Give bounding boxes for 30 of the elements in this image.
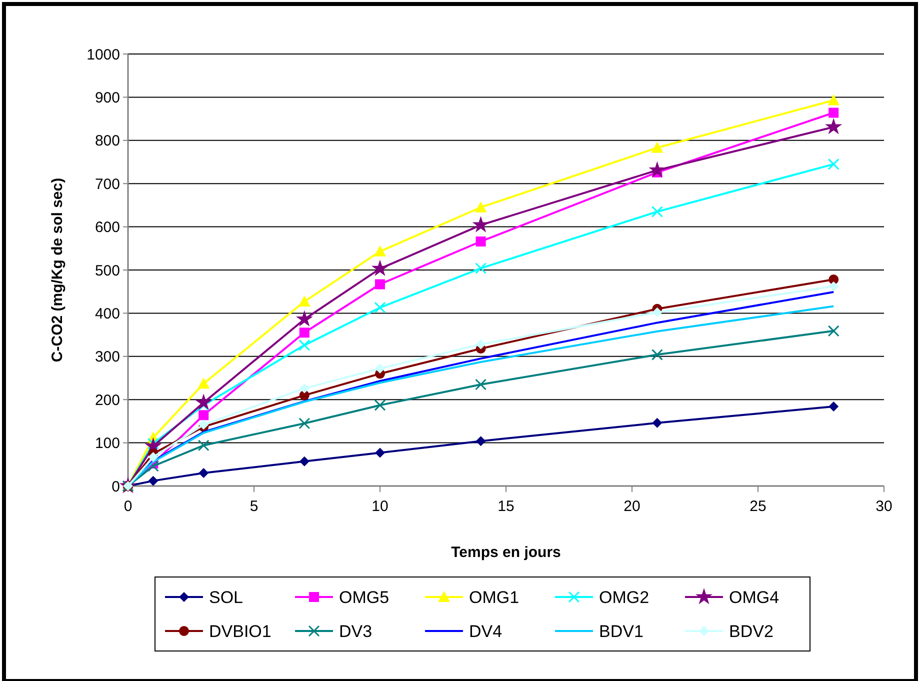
y-axis-title: C-CO2 (mg/Kg de sol sec) [49, 178, 66, 362]
y-tick-label: 200 [94, 392, 120, 409]
y-tick-label: 0 [112, 478, 120, 496]
y-tick-label: 600 [94, 219, 120, 236]
y-tick-label: 100 [94, 435, 120, 452]
y-tick-label: 500 [94, 262, 120, 280]
legend-label: DVBIO1 [209, 622, 272, 641]
x-tick-label: 20 [624, 498, 640, 515]
x-tick-label: 25 [750, 498, 766, 515]
legend-label: BDV1 [599, 622, 644, 641]
y-tick-label: 400 [94, 305, 120, 322]
y-tick-label: 900 [94, 89, 120, 106]
y-tick-label: 300 [94, 348, 120, 366]
legend-label: OMG4 [729, 588, 780, 607]
x-tick-label: 10 [372, 498, 388, 515]
legend-label: OMG2 [599, 588, 650, 607]
legend-label: DV3 [339, 622, 372, 641]
legend-label: OMG1 [469, 588, 520, 607]
x-tick-label: 15 [498, 498, 514, 515]
legend-label: OMG5 [339, 588, 390, 607]
y-tick-label: 1000 [86, 46, 120, 64]
x-axis-title: Temps en jours [451, 544, 561, 561]
x-tick-label: 30 [876, 498, 892, 515]
x-tick-label: 5 [250, 498, 258, 515]
legend-label: DV4 [469, 622, 502, 641]
x-tick-label: 0 [124, 498, 132, 515]
y-tick-label: 700 [94, 176, 120, 193]
legend-label: BDV2 [729, 622, 774, 641]
y-tick-label: 800 [94, 132, 120, 150]
legend-label: SOL [209, 588, 244, 607]
